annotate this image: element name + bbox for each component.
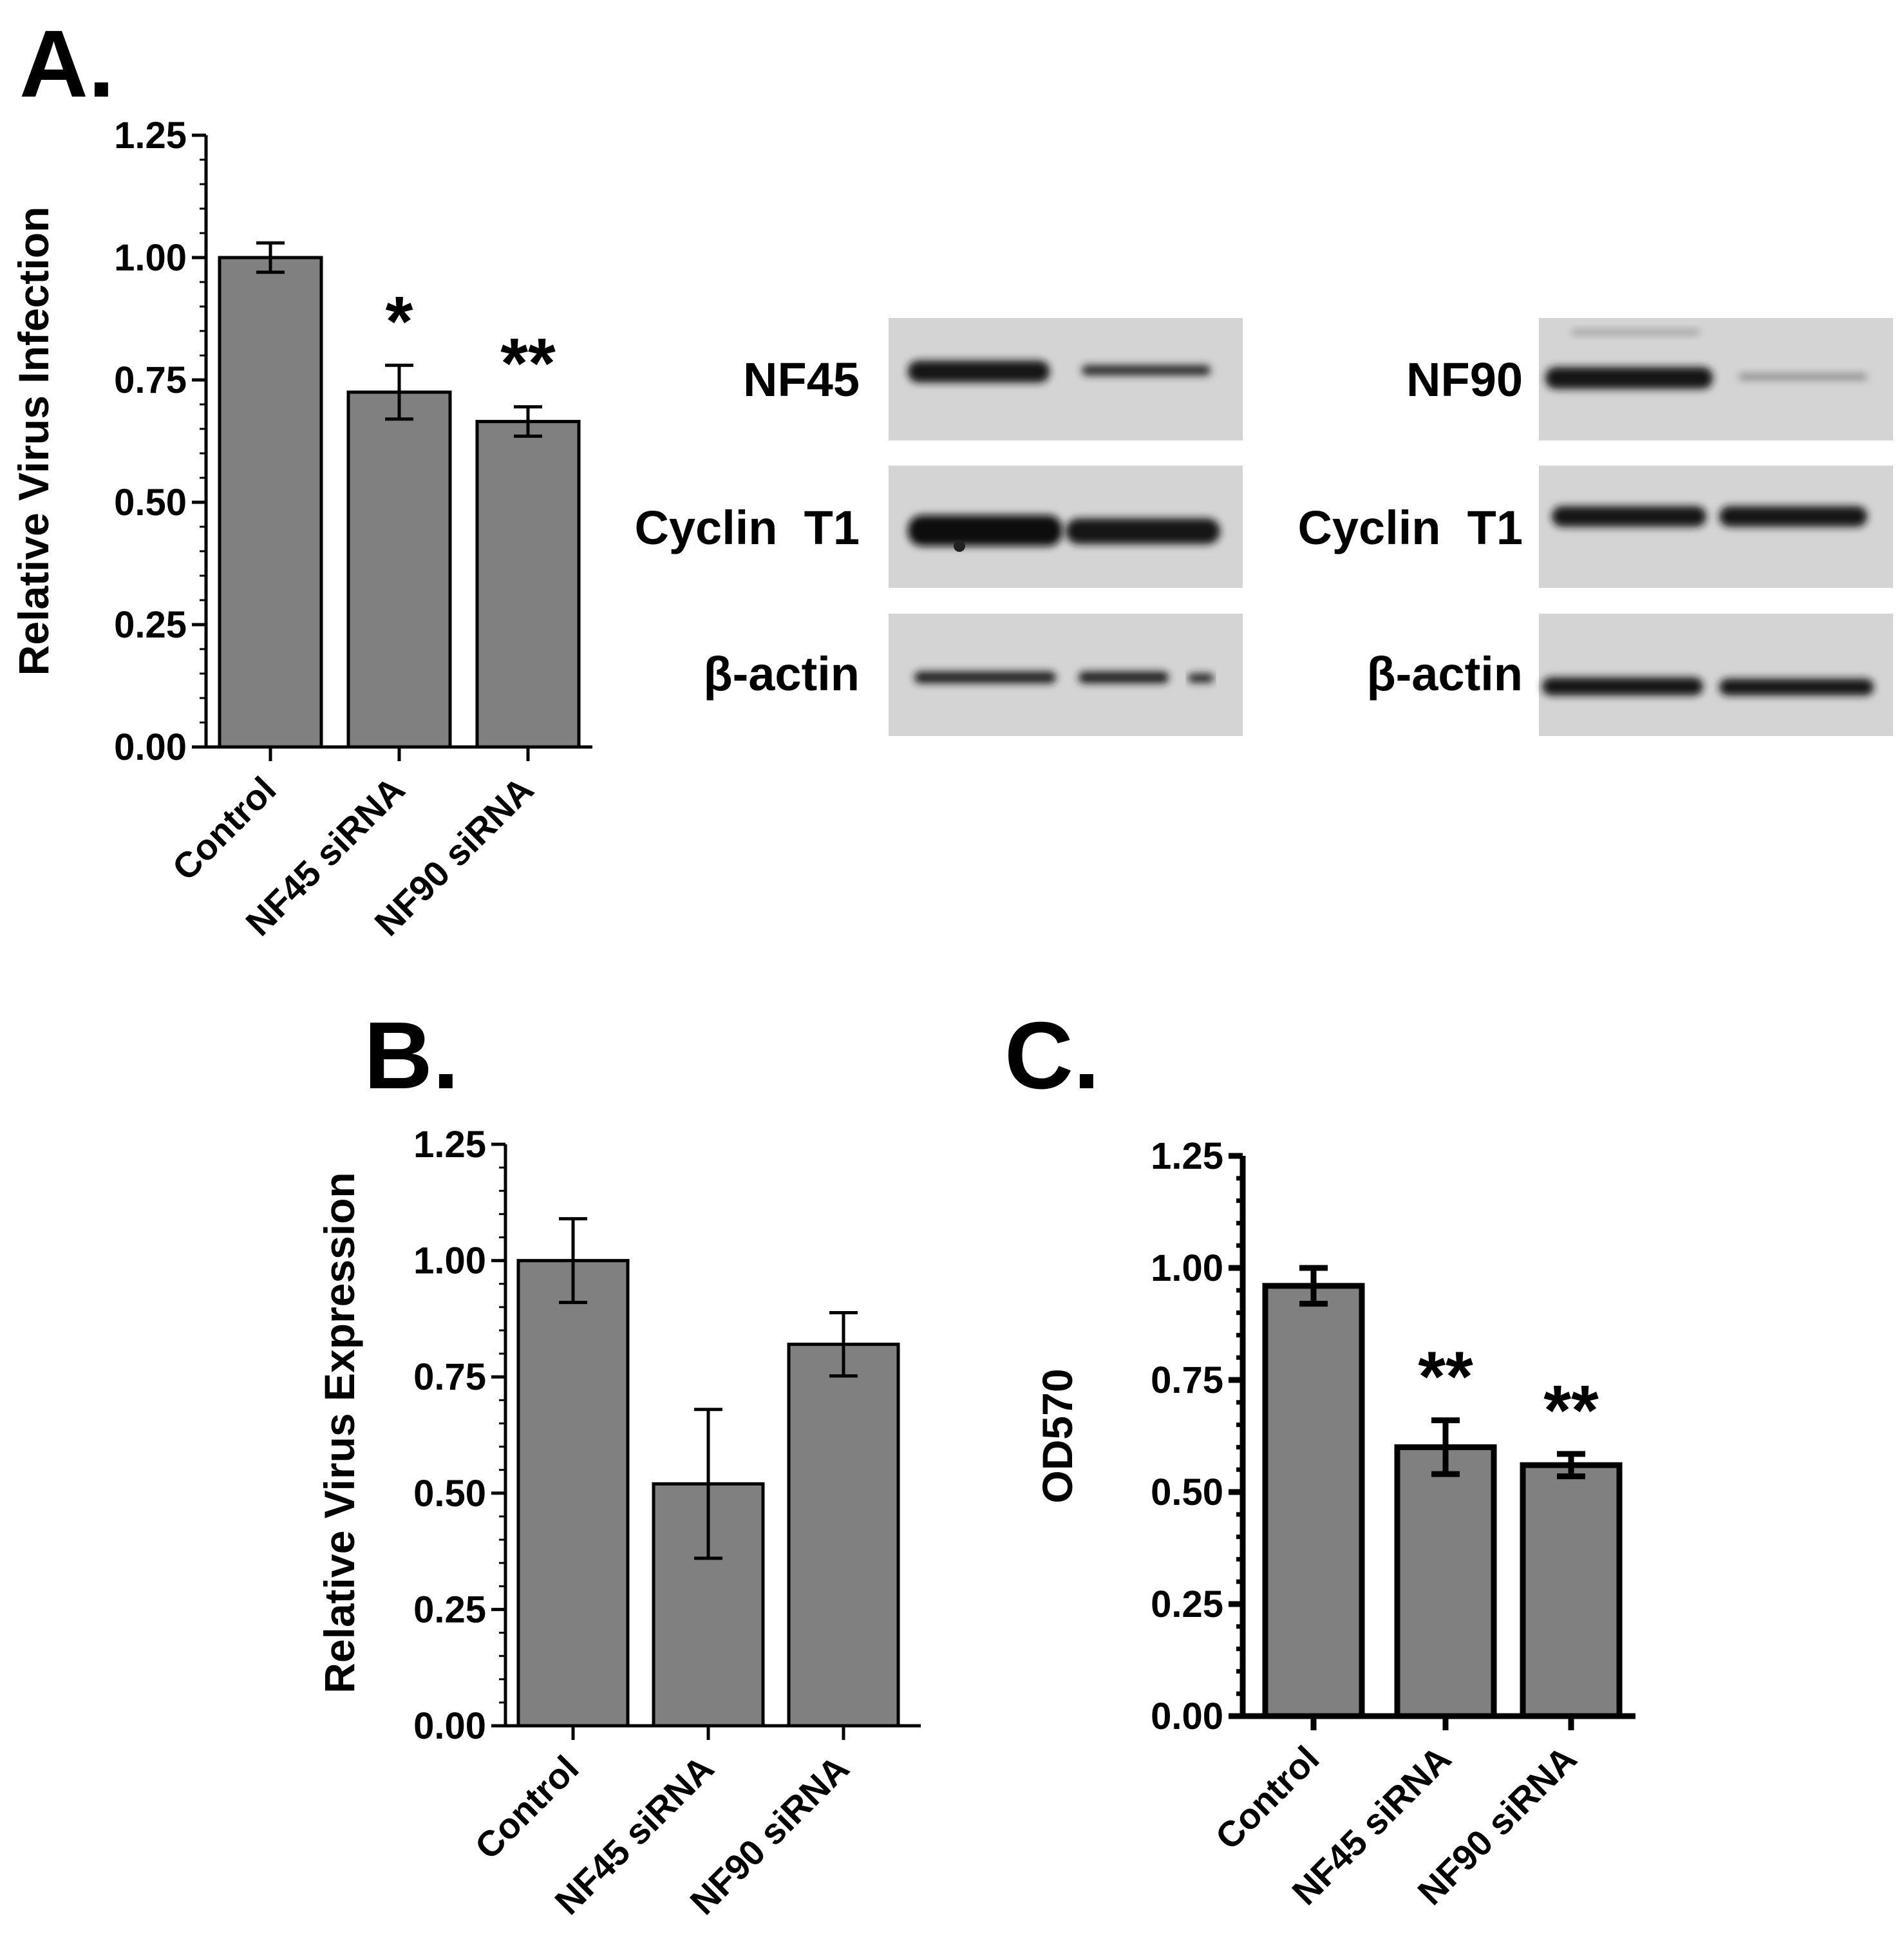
- y-tick-label-a-4: 1.00: [114, 237, 187, 279]
- blot-label-nf90: NF90: [1406, 353, 1523, 406]
- blot-strip-beta-actin-nf90-panel: [1539, 614, 1893, 736]
- panel-a-label: A.: [19, 11, 115, 117]
- bar-b-1: [652, 1482, 765, 1728]
- panel-b-label: B.: [364, 1003, 459, 1109]
- y-tick-label-a-3: 0.75: [114, 359, 187, 401]
- y-tick-label-b-3: 0.75: [413, 1356, 486, 1398]
- x-category-label-c-0: Control: [1207, 1738, 1326, 1857]
- bar-a-0: [218, 256, 323, 749]
- band-cyclin-t1-knockdown-nf90-panel: [1719, 506, 1867, 527]
- y-tick-label-a-1: 0.25: [114, 604, 187, 646]
- band-nf90-knockdown: [1739, 373, 1867, 380]
- band-nf90-control: [1545, 367, 1713, 389]
- significance-marker-a-2: **: [500, 324, 556, 403]
- y-axis-title-b: Relative Virus Expression: [316, 1172, 363, 1694]
- band-nf45-control: [908, 361, 1050, 383]
- blot-label-beta-actin-nf45-panel: β-actin: [703, 647, 860, 701]
- bar-b-0: [516, 1259, 630, 1728]
- bar-c-2: [1520, 1462, 1623, 1719]
- blot-label-nf45: NF45: [743, 353, 860, 406]
- chart-c: ** **0.000.250.500.751.001.25ControlNF45 …: [1033, 1135, 1635, 1913]
- significance-marker-a-1: *: [386, 282, 413, 361]
- blot-spot: [954, 540, 965, 552]
- band-beta-actin-control-nf45-panel: [914, 672, 1056, 683]
- y-tick-label-b-1: 0.25: [413, 1589, 486, 1630]
- band-nf45-knockdown: [1082, 365, 1211, 375]
- band-cyclin-t1-control-nf90-panel: [1552, 506, 1706, 527]
- y-axis-title-c: OD570: [1033, 1368, 1081, 1503]
- band-cyclin-t1-control-nf45-panel: [908, 515, 1062, 546]
- blot-label-beta-actin-nf90-panel: β-actin: [1366, 647, 1523, 701]
- x-category-label-b-0: Control: [467, 1748, 586, 1867]
- bar-c-0: [1262, 1283, 1365, 1719]
- panel-c-label: C.: [1004, 1003, 1100, 1109]
- y-tick-label-c-5: 1.25: [1151, 1135, 1223, 1177]
- band-beta-actin-knockdown-nf90-panel: [1719, 679, 1874, 695]
- band-beta-actin-knockdown-nf45-panel: [1079, 672, 1169, 683]
- y-tick-label-b-5: 1.25: [413, 1124, 486, 1166]
- y-tick-label-c-3: 0.75: [1151, 1359, 1223, 1401]
- y-tick-label-a-0: 0.00: [114, 726, 187, 768]
- y-tick-label-c-0: 0.00: [1151, 1696, 1223, 1737]
- blot-label-cyclin-t1-nf90-panel: Cyclin T1: [1297, 501, 1523, 554]
- blot-label-cyclin-t1-nf45-panel: Cyclin T1: [634, 501, 860, 554]
- y-tick-label-a-5: 1.25: [114, 115, 187, 156]
- y-tick-label-b-2: 0.50: [413, 1473, 486, 1515]
- significance-marker-c-2: **: [1543, 1371, 1599, 1450]
- band-cyclin-t1-knockdown-nf45-panel: [1066, 518, 1220, 544]
- band-beta-actin-extra-nf45-panel: [1188, 674, 1214, 683]
- y-tick-label-c-2: 0.50: [1151, 1471, 1223, 1513]
- blot-panel-nf45: NF45 Cyclin T1 β-actin: [634, 318, 1243, 736]
- bar-a-2: [475, 420, 581, 749]
- y-tick-label-b-0: 0.00: [413, 1705, 486, 1747]
- band-nf90-faint-top: [1571, 330, 1700, 335]
- bar-a-1: [346, 390, 452, 749]
- y-tick-label-b-4: 1.00: [413, 1240, 486, 1282]
- y-tick-label-c-1: 0.25: [1151, 1583, 1223, 1625]
- y-axis-title-a: Relative Virus Infection: [10, 207, 57, 676]
- x-category-label-a-0: Control: [164, 769, 283, 888]
- band-beta-actin-control-nf90-panel: [1542, 677, 1703, 695]
- y-tick-label-c-4: 1.00: [1151, 1247, 1223, 1289]
- significance-marker-c-1: **: [1418, 1337, 1473, 1417]
- y-tick-label-a-2: 0.50: [114, 482, 187, 524]
- blot-panel-nf90: NF90 Cyclin T1 β-actin: [1297, 318, 1893, 736]
- bar-b-2: [787, 1343, 900, 1728]
- bar-c-1: [1394, 1444, 1497, 1719]
